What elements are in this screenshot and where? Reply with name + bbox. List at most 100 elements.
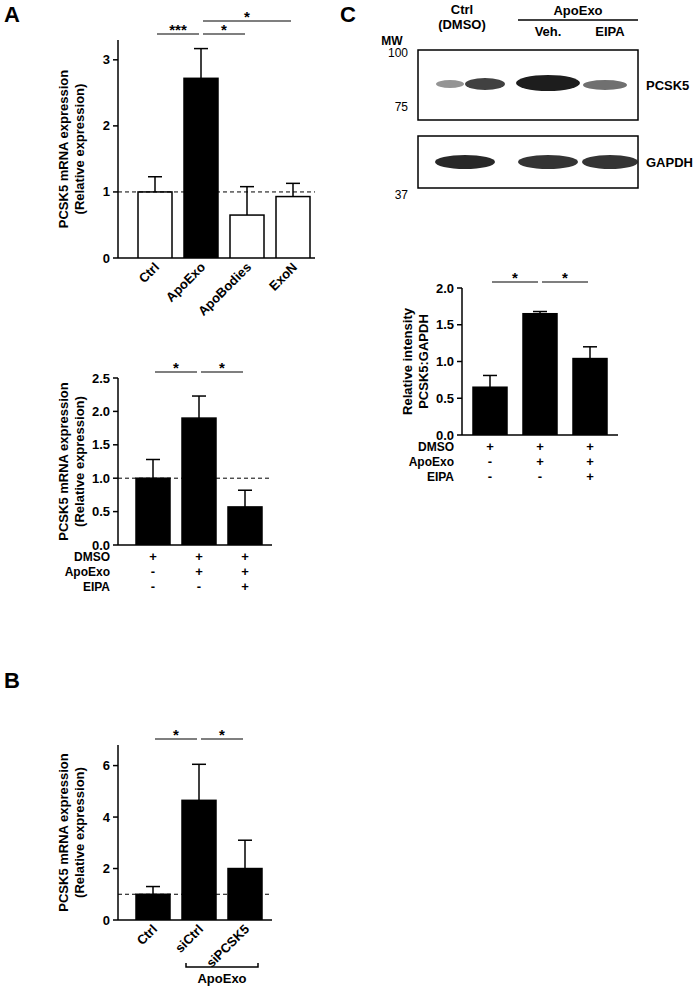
x-tick-label: ApoBodies [195,260,254,319]
y-tick-label: 2 [103,118,110,133]
significance-label: *** [169,21,187,38]
marks [118,764,272,920]
marks [118,396,272,545]
error-line [244,490,246,507]
y-tick [113,544,118,546]
significance-label: * [244,8,250,25]
treatment-sign: + [195,549,203,564]
treatment-sign: - [488,469,492,484]
error-line [198,396,200,418]
y-tick-label: 4 [103,810,111,825]
y-tick [113,477,118,479]
band [518,155,578,169]
treatment-name: EIPA [83,580,110,594]
treatment-sign: + [486,439,494,454]
y-axis-label: PCSK5 mRNA expression [56,382,71,541]
y-axis-label: PCSK5:GAPDH [416,314,431,409]
panel-label: B [4,668,20,693]
bar [228,507,262,545]
error-cap [194,48,208,50]
y-tick-label: 2.0 [92,404,110,419]
reference-line [118,894,272,895]
significance-label: * [173,359,179,376]
y-tick [457,398,462,400]
y-tick [113,765,118,767]
x-tick-label: siPCSK5 [203,922,252,971]
y-axis-label: PCSK5 mRNA expression [56,753,71,912]
y-axis-label: (Relative expression) [72,767,87,898]
treatment-sign: + [241,549,249,564]
error-cap [238,839,252,841]
y-tick-label: 1.0 [92,471,110,486]
error-line [200,49,202,79]
chart: PCSK5 mRNA expression(Relative expressio… [56,359,272,594]
bar [182,418,216,545]
y-tick [113,59,118,61]
y-tick [113,444,118,446]
treatment-sign: + [536,454,544,469]
error-cap [483,375,497,377]
y-axis-label: Relative intensity [400,307,415,415]
lane-group-label: ApoExo [553,3,602,18]
x-tick-label: Ctrl [134,922,160,948]
treatment-sign: + [586,454,594,469]
bar [136,478,170,545]
band [435,155,495,169]
lane-label: Veh. [535,24,562,39]
marks [473,312,607,435]
bar [182,800,216,920]
y-tick-label: 0.5 [92,504,110,519]
error-cap [148,176,162,178]
y-tick [113,868,118,870]
treatment-sign: + [149,549,157,564]
treatment-sign: + [586,469,594,484]
marks [118,49,315,258]
y-tick [113,919,118,921]
error-cap [192,764,206,766]
y-tick [113,511,118,513]
error-cap [192,395,206,397]
error-line [154,177,156,192]
y-tick [113,191,118,193]
band [582,155,638,169]
significance-label: * [219,359,225,376]
y-tick-label: 0 [103,913,110,928]
lane-group-line [518,19,638,21]
panel-label: A [4,2,20,27]
mw-marker: 100 [388,46,408,60]
band [583,80,627,90]
x-tick-label: siCtrl [172,922,206,956]
group-label: ApoExo [197,971,246,986]
treatment-sign: - [151,579,155,594]
error-line [244,840,246,868]
lane-label: (DMSO) [438,17,486,32]
y-tick [113,377,118,379]
x-tick-label: ApoExo [163,259,208,304]
error-line [246,187,248,215]
band-label: GAPDH [646,155,693,170]
reference-line [118,478,272,479]
treatment-sign: - [538,469,542,484]
error-cap [146,886,160,888]
error-line [589,347,591,359]
y-tick-label: 1.5 [92,437,110,452]
figure: APCSK5 mRNA expression(Relative expressi… [0,0,696,999]
treatment-sign: - [488,454,492,469]
bar [230,215,264,258]
x-tick-label: ExoN [266,260,300,294]
mw-marker: 37 [395,188,409,202]
band-label: PCSK5 [646,78,689,93]
y-tick-label: 6 [103,758,110,773]
error-bar [483,375,497,387]
treatment-name: DMSO [418,440,454,454]
treatment-sign: + [536,439,544,454]
error-cap [146,459,160,461]
band [436,80,464,88]
error-bar [148,177,162,192]
y-axis-label: (Relative expression) [72,396,87,527]
y-tick-label: 2 [103,861,110,876]
treatment-name: DMSO [74,550,110,564]
y-axis-label: (Relative expression) [72,84,87,215]
y-tick-label: 0 [103,251,110,266]
y-tick [457,324,462,326]
